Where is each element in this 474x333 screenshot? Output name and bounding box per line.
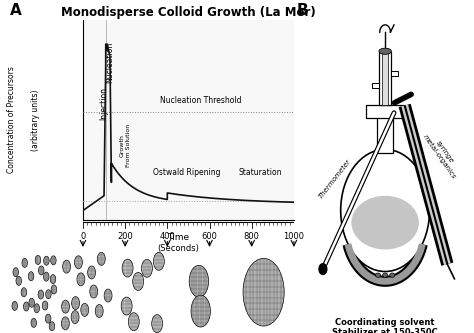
- Circle shape: [142, 259, 153, 277]
- Text: 200: 200: [117, 232, 133, 241]
- Circle shape: [71, 311, 79, 324]
- Ellipse shape: [390, 273, 395, 277]
- Text: Time: Time: [167, 233, 189, 242]
- Text: Staturation: Staturation: [238, 168, 282, 177]
- Circle shape: [63, 260, 71, 273]
- Text: 1000: 1000: [283, 232, 304, 241]
- Circle shape: [72, 297, 80, 310]
- Ellipse shape: [351, 196, 419, 249]
- Title: Monodisperse Colloid Growth (La Mer): Monodisperse Colloid Growth (La Mer): [61, 6, 316, 19]
- Ellipse shape: [383, 273, 388, 277]
- Circle shape: [44, 272, 49, 281]
- Circle shape: [34, 304, 39, 313]
- Circle shape: [243, 258, 284, 326]
- Circle shape: [31, 318, 36, 327]
- Ellipse shape: [375, 273, 381, 277]
- Circle shape: [62, 300, 70, 313]
- Bar: [377, 114, 393, 153]
- Circle shape: [121, 297, 132, 315]
- Circle shape: [29, 298, 35, 307]
- Text: 0: 0: [80, 232, 86, 241]
- Circle shape: [42, 301, 48, 310]
- Circle shape: [98, 252, 105, 265]
- Circle shape: [133, 272, 144, 290]
- Circle shape: [51, 256, 56, 265]
- Circle shape: [191, 295, 210, 327]
- Text: (Seconds): (Seconds): [157, 244, 199, 253]
- Circle shape: [49, 322, 55, 331]
- Bar: [382, 52, 388, 106]
- Text: Concentration of Precursors: Concentration of Precursors: [8, 67, 16, 173]
- Circle shape: [13, 268, 18, 277]
- Text: A: A: [9, 3, 21, 18]
- Circle shape: [22, 258, 27, 267]
- Circle shape: [88, 266, 96, 279]
- Circle shape: [128, 313, 139, 331]
- Bar: [365, 106, 405, 118]
- Circle shape: [154, 252, 164, 270]
- Ellipse shape: [379, 48, 392, 54]
- Circle shape: [90, 285, 98, 298]
- Circle shape: [189, 265, 209, 297]
- Circle shape: [46, 314, 51, 323]
- Circle shape: [81, 303, 89, 316]
- Text: Growth
From Solution: Growth From Solution: [120, 124, 130, 167]
- Circle shape: [21, 288, 27, 297]
- Circle shape: [122, 259, 133, 277]
- Text: Coordinating solvent
Stabilizer at 150-350C: Coordinating solvent Stabilizer at 150-3…: [332, 318, 438, 333]
- Text: 400: 400: [159, 232, 175, 241]
- Circle shape: [12, 301, 18, 310]
- Text: 800: 800: [244, 232, 260, 241]
- Text: Nucleation Threshold: Nucleation Threshold: [160, 96, 242, 105]
- Circle shape: [62, 317, 69, 330]
- Text: Thermometer: Thermometer: [318, 158, 353, 199]
- Circle shape: [152, 315, 163, 333]
- Circle shape: [50, 275, 56, 284]
- Circle shape: [35, 255, 41, 264]
- Circle shape: [46, 290, 51, 299]
- Circle shape: [44, 256, 49, 265]
- Circle shape: [24, 302, 29, 311]
- Text: Ostwald Ripening: Ostwald Ripening: [153, 168, 220, 177]
- Circle shape: [38, 290, 44, 299]
- Text: (arbitrary units): (arbitrary units): [31, 89, 40, 151]
- Circle shape: [319, 264, 327, 274]
- Bar: [372, 83, 379, 88]
- Circle shape: [51, 285, 57, 294]
- Text: syringe
metal-organics: syringe metal-organics: [421, 129, 463, 179]
- Bar: [379, 52, 391, 106]
- Circle shape: [28, 272, 34, 281]
- Text: B: B: [296, 3, 308, 18]
- Circle shape: [38, 266, 44, 275]
- Circle shape: [104, 289, 112, 302]
- Text: Injection: Injection: [99, 87, 108, 120]
- Circle shape: [77, 273, 85, 286]
- Circle shape: [341, 150, 429, 271]
- Circle shape: [16, 276, 21, 285]
- Text: Nucleation: Nucleation: [105, 42, 114, 84]
- Circle shape: [74, 256, 82, 269]
- Bar: [391, 71, 399, 76]
- Text: 600: 600: [201, 232, 218, 241]
- Circle shape: [95, 305, 103, 317]
